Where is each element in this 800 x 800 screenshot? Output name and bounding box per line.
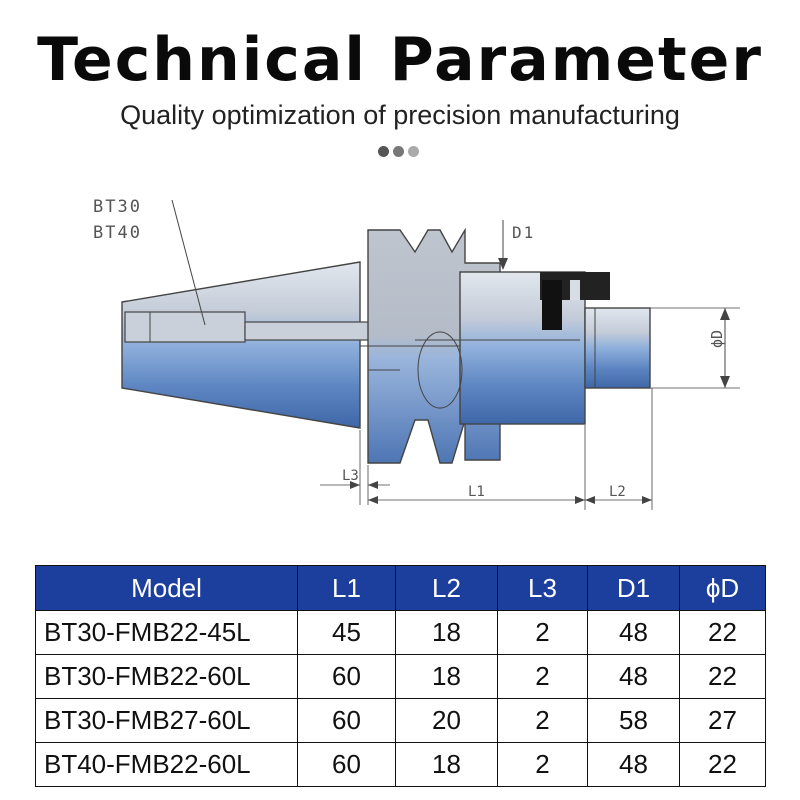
cell-l2: 20 xyxy=(395,698,498,743)
cell-l1: 60 xyxy=(297,698,396,743)
cell-l3: 2 xyxy=(497,610,588,655)
table-header-row: Model L1 L2 L3 D1 ϕD xyxy=(35,565,766,611)
table-row: BT30-FMB22-60L 60 18 2 48 22 xyxy=(35,654,766,699)
key-screw xyxy=(542,280,562,330)
header-model: Model xyxy=(35,565,298,611)
decorative-dots xyxy=(378,146,419,157)
cell-phi-d: 22 xyxy=(679,742,766,787)
page-subtitle: Quality optimization of precision manufa… xyxy=(120,100,680,130)
label-bt40: BT40 xyxy=(93,223,142,243)
tool-holder-diagram: BT30 BT40 D1 ϕD L3 L1 L2 xyxy=(93,197,740,510)
label-bt30: BT30 xyxy=(93,197,142,217)
cell-phi-d: 27 xyxy=(679,698,766,743)
table-row: BT30-FMB22-45L 45 18 2 48 22 xyxy=(35,610,766,655)
cell-model: BT30-FMB22-45L xyxy=(35,610,298,655)
cell-model: BT40-FMB22-60L xyxy=(35,742,298,787)
cell-l3: 2 xyxy=(497,742,588,787)
label-l2: L2 xyxy=(609,484,626,500)
header-l2: L2 xyxy=(395,565,498,611)
dot-3 xyxy=(408,146,419,157)
cell-l1: 60 xyxy=(297,742,396,787)
cell-l1: 60 xyxy=(297,654,396,699)
cell-l1: 45 xyxy=(297,610,396,655)
header-d1: D1 xyxy=(587,565,680,611)
cell-l2: 18 xyxy=(395,610,498,655)
cell-d1: 48 xyxy=(587,610,680,655)
table-row: BT30-FMB27-60L 60 20 2 58 27 xyxy=(35,698,766,743)
cell-d1: 58 xyxy=(587,698,680,743)
cell-d1: 48 xyxy=(587,742,680,787)
cell-phi-d: 22 xyxy=(679,610,766,655)
dot-2 xyxy=(393,146,404,157)
header-phi-d: ϕD xyxy=(679,565,766,611)
cell-d1: 48 xyxy=(587,654,680,699)
table-row: BT40-FMB22-60L 60 18 2 48 22 xyxy=(35,742,766,787)
pull-stud-bore xyxy=(124,311,246,343)
header-l1: L1 xyxy=(297,565,396,611)
cell-phi-d: 22 xyxy=(679,654,766,699)
page-title: Technical Parameter xyxy=(37,25,763,95)
cell-l3: 2 xyxy=(497,698,588,743)
cell-model: BT30-FMB27-60L xyxy=(35,698,298,743)
dot-1 xyxy=(378,146,389,157)
cell-l2: 18 xyxy=(395,742,498,787)
cell-l2: 18 xyxy=(395,654,498,699)
label-phi-d: ϕD xyxy=(708,330,726,348)
taper xyxy=(121,261,361,429)
header-l3: L3 xyxy=(497,565,588,611)
label-l1: L1 xyxy=(468,484,485,500)
label-l3: L3 xyxy=(342,468,359,484)
arbor-nose xyxy=(584,307,651,389)
cell-model: BT30-FMB22-60L xyxy=(35,654,298,699)
label-d1: D1 xyxy=(512,223,535,242)
cell-l3: 2 xyxy=(497,654,588,699)
spec-table: Model L1 L2 L3 D1 ϕD BT30-FMB22-45L 45 1… xyxy=(35,565,766,787)
leader-bt xyxy=(171,199,206,326)
